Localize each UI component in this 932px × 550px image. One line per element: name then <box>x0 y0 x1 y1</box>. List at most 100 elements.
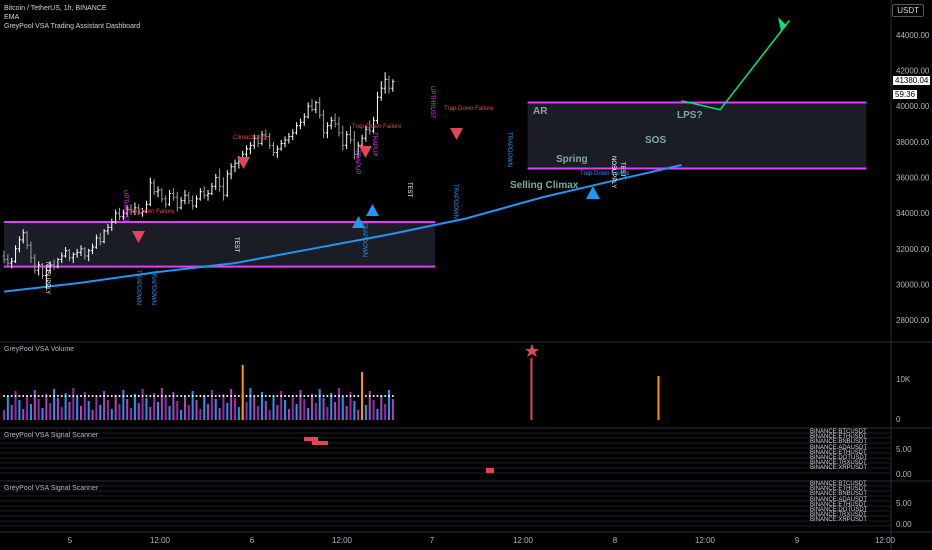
candle <box>302 113 306 126</box>
vsa-markers <box>132 128 600 243</box>
candle <box>98 232 102 246</box>
range-box-fill <box>527 102 867 169</box>
volume-bar <box>287 409 290 420</box>
volume-bar-highlight <box>530 358 533 420</box>
volume-bar <box>18 400 21 420</box>
volume-bar <box>272 396 275 420</box>
symbol-line: Bitcoin / TetherUS, 1h, BINANCE <box>4 5 107 12</box>
indicator-ema[interactable]: EMA <box>4 14 20 21</box>
volume-dot <box>341 395 344 397</box>
volume-dot <box>176 395 179 397</box>
volume-bar <box>49 403 52 420</box>
candle <box>41 263 44 280</box>
volume-dot <box>160 395 163 397</box>
volume-dot <box>172 395 175 397</box>
candle <box>6 254 10 267</box>
volume-dot <box>10 395 13 397</box>
candle <box>71 252 75 264</box>
scanner1-pane-title[interactable]: GreyPool VSA Signal Scanner <box>4 432 99 439</box>
vertical-signal-labels: UPTHRUST UPTHRUST TRAPUP TRAPUP TRAPDOWN… <box>44 86 625 305</box>
time-tick: 12:00 <box>332 536 353 545</box>
candle <box>264 129 268 140</box>
volume-dot <box>164 395 167 397</box>
candle <box>248 141 252 155</box>
volume-dot <box>237 395 240 397</box>
indicator-dashboard[interactable]: GreyPool VSA Trading Assistant Dashboard <box>4 23 141 30</box>
candle <box>171 188 175 201</box>
volume-dot <box>314 395 317 397</box>
volume-dot <box>284 395 287 397</box>
candle <box>118 207 121 221</box>
volume-bar <box>33 390 36 420</box>
volume-dot <box>168 395 171 397</box>
candle <box>221 177 225 201</box>
volume-dot <box>22 395 25 397</box>
scanner-signal <box>486 468 494 473</box>
volume-pane-title[interactable]: GreyPool VSA Volume <box>4 346 75 353</box>
volume-bar <box>372 400 375 420</box>
time-tick: 8 <box>613 536 618 545</box>
candle <box>198 188 202 201</box>
currency-badge[interactable]: USDT <box>892 4 924 17</box>
scanner-tick: 5.00 <box>896 445 912 454</box>
volume-dot <box>187 395 190 397</box>
volume-bar <box>349 392 352 420</box>
test-label: TEST <box>619 162 625 178</box>
time-tick: 6 <box>250 536 255 545</box>
scanner-symbol: BINANCE:XRPUSDT <box>810 465 868 472</box>
volume-bar <box>199 409 202 420</box>
candle <box>14 245 18 264</box>
volume-dot <box>249 395 252 397</box>
candle <box>121 209 125 221</box>
volume-bar <box>22 409 25 420</box>
volume-dot <box>29 395 32 397</box>
volume-bar <box>314 403 317 420</box>
trap-down-failure-label: Trap-Down Failure <box>125 209 175 215</box>
scanner-symbol: BINANCE:BTCUSDT <box>810 429 867 435</box>
volume-dot <box>130 395 133 397</box>
volume-bar <box>183 396 186 420</box>
volume-dot <box>272 395 275 397</box>
candle <box>44 266 48 289</box>
scanner-symbol: BINANCE:XRPUSDT <box>810 517 868 524</box>
scanner2-grid <box>0 485 890 527</box>
volume-dot <box>388 395 390 397</box>
volume-bar <box>353 401 356 420</box>
volume-bar <box>237 407 240 420</box>
volume-bar-highlight <box>241 365 244 420</box>
candle <box>156 186 160 198</box>
volume-dot <box>337 395 340 397</box>
spring-label: Spring <box>556 154 588 165</box>
volume-dot <box>26 395 29 397</box>
scanner-tick: 0.00 <box>896 520 912 529</box>
volume-bar <box>172 392 175 420</box>
volume-dot <box>257 395 260 397</box>
candle <box>268 132 272 149</box>
trapdown-failure-marker <box>450 128 463 140</box>
volume-dot <box>222 395 225 397</box>
volume-dot <box>33 395 36 397</box>
volume-dot <box>203 395 206 397</box>
candle <box>187 191 191 205</box>
candle <box>87 248 91 262</box>
volume-bar <box>276 405 279 420</box>
test-label: TEST <box>233 237 239 253</box>
annotation-labels: AR Selling Climax Spring SOS LPS? Climac… <box>125 106 703 215</box>
volume-bar <box>180 410 183 420</box>
candle <box>383 72 387 94</box>
candle <box>287 132 291 144</box>
candle <box>191 195 195 210</box>
trapdown-label: TRAPDOWN <box>135 270 141 305</box>
volume-dot <box>145 395 148 397</box>
candle <box>322 109 326 139</box>
volume-dot <box>53 395 56 397</box>
scanner2-pane-title[interactable]: GreyPool VSA Signal Scanner <box>4 485 99 492</box>
volume-dot <box>391 395 394 397</box>
candle <box>391 79 395 92</box>
price-tick: 36000.00 <box>896 174 930 183</box>
candle <box>310 98 314 112</box>
scanner-symbol: BINANCE:ETHUSDT <box>810 449 867 456</box>
candle <box>202 186 206 199</box>
trapdown-failure-marker <box>359 146 372 158</box>
volume-dot <box>6 395 9 397</box>
